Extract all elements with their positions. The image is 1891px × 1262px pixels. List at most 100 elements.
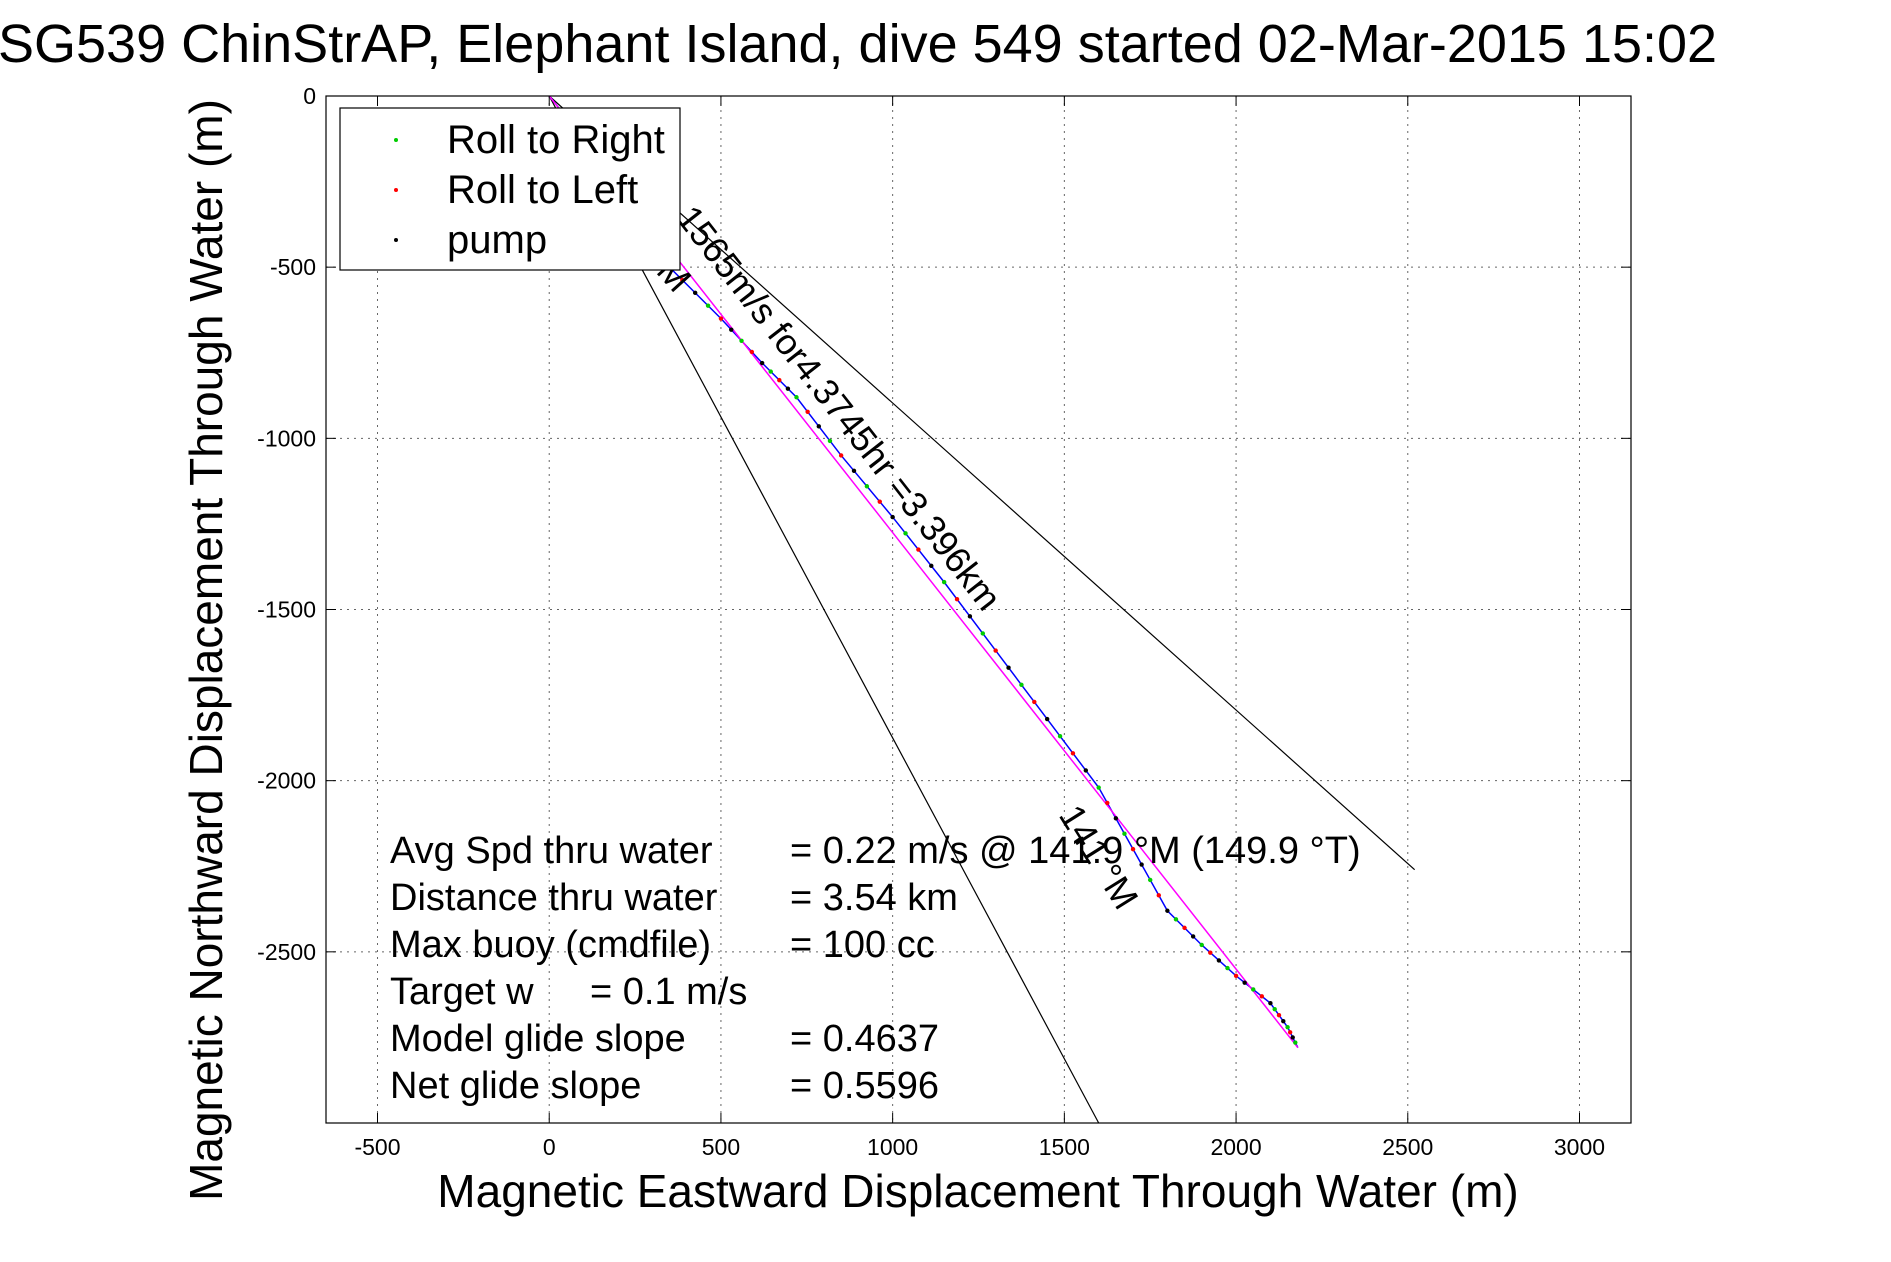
stat-value-distance: = 3.54 km [790,877,958,919]
roll-marker [705,303,711,308]
roll-marker [785,386,791,391]
roll-marker [1242,980,1247,985]
roll-marker [1130,846,1136,852]
y-tick-label: -1500 [257,597,316,623]
roll-marker [1281,1018,1286,1024]
stat-label-target-w: Target w [390,971,534,1013]
roll-marker [1268,1000,1273,1006]
roll-marker [805,409,810,415]
roll-marker [838,453,844,458]
track-annotation: 1565m/s for4.3745hr =3.396km [669,198,1010,618]
x-tick-label: -500 [354,1134,400,1160]
roll-marker [890,514,895,520]
roll-marker [1259,994,1265,999]
roll-marker [1006,665,1011,670]
y-tick-label: 0 [303,83,316,109]
roll-marker [1044,716,1050,722]
roll-marker [1272,1006,1277,1012]
stat-label-avg-speed: Avg Spd thru water [390,830,713,872]
roll-marker [1251,987,1256,992]
roll-marker [749,349,755,355]
x-tick-label: 500 [702,1134,740,1160]
roll-marker [864,484,870,489]
roll-marker [851,468,857,474]
legend-label-roll-left: Roll to Left [447,168,638,212]
legend: Roll to Right Roll to Left pump [339,107,681,271]
roll-marker [739,338,744,343]
chart-title: SG539 ChinStrAP, Elephant Island, dive 5… [0,14,1717,74]
y-tick-label: -500 [270,254,316,280]
roll-marker [1105,800,1110,806]
roll-marker [1032,699,1037,705]
legend-label-roll-right: Roll to Right [447,118,665,162]
roll-marker [903,531,908,536]
x-tick-label: 0 [543,1134,556,1160]
roll-marker [1233,973,1239,978]
x-axis-label: Magnetic Eastward Displacement Through W… [437,1165,1518,1217]
roll-marker [1139,862,1144,867]
roll-marker [1096,785,1101,790]
roll-marker [777,377,782,383]
legend-marker-roll-left [394,188,398,192]
roll-marker [1190,934,1196,939]
dive-stats-block: Avg Spd thru water = 0.22 m/s @ 141.9 °M… [390,830,1361,1107]
roll-marker [1276,1012,1282,1018]
roll-marker [729,327,734,332]
roll-marker [1173,917,1179,922]
roll-marker [941,579,947,585]
roll-marker [967,614,973,619]
roll-marker [1287,1030,1293,1035]
stat-label-distance: Distance thru water [390,877,718,919]
stat-value-avg-speed: = 0.22 m/s @ 141.9 °M (149.9 °T) [790,830,1361,872]
roll-marker [877,499,882,504]
roll-marker [1070,751,1076,756]
stat-value-target-w: = 0.1 m/s [590,971,747,1013]
stat-value-max-buoy: = 100 cc [790,924,935,966]
y-tick-label: -2000 [257,768,316,794]
roll-marker [1122,831,1127,836]
roll-marker [1225,965,1230,971]
roll-marker [954,597,960,602]
roll-marker [1208,950,1213,955]
roll-marker [993,648,998,653]
bearing-line [548,95,1416,871]
stat-label-model-glide: Model glide slope [390,1018,686,1060]
roll-marker [1057,733,1063,739]
roll-marker [1216,958,1222,963]
roll-marker [1083,768,1089,773]
stat-label-max-buoy: Max buoy (cmdfile) [390,924,711,966]
roll-marker [794,395,799,400]
roll-marker [1019,682,1024,688]
roll-marker [827,438,833,444]
legend-marker-roll-right [394,138,398,142]
roll-marker [1182,925,1187,931]
roll-marker [680,277,685,283]
x-tick-label: 1500 [1039,1134,1090,1160]
legend-label-pump: pump [447,218,547,262]
x-tick-label: 3000 [1554,1134,1605,1160]
stat-value-model-glide: = 0.4637 [790,1018,939,1060]
y-tick-label: -2500 [257,939,316,965]
roll-marker [692,290,698,296]
roll-marker [1165,908,1170,913]
roll-marker [1113,816,1119,821]
stat-label-net-glide: Net glide slope [390,1065,641,1107]
roll-marker [816,424,822,429]
roll-marker [1285,1024,1290,1030]
y-tick-label: -1000 [257,425,316,451]
roll-marker [1290,1035,1295,1040]
y-axis-label: Magnetic Northward Displacement Through … [180,99,232,1201]
stat-value-net-glide: = 0.5596 [790,1065,939,1107]
roll-marker [768,369,773,374]
roll-marker [759,360,765,366]
x-tick-label: 1000 [867,1134,918,1160]
roll-marker [1156,893,1161,898]
axis-ticks: -500 0 500 1000 1500 2000 2500 3000 0 -500 -1000 -1… [257,83,1631,1160]
roll-marker [1148,877,1153,883]
roll-marker [1199,942,1204,948]
roll-marker [1293,1040,1298,1045]
roll-marker [916,547,921,552]
legend-marker-pump [394,238,398,242]
x-tick-label: 2500 [1382,1134,1433,1160]
